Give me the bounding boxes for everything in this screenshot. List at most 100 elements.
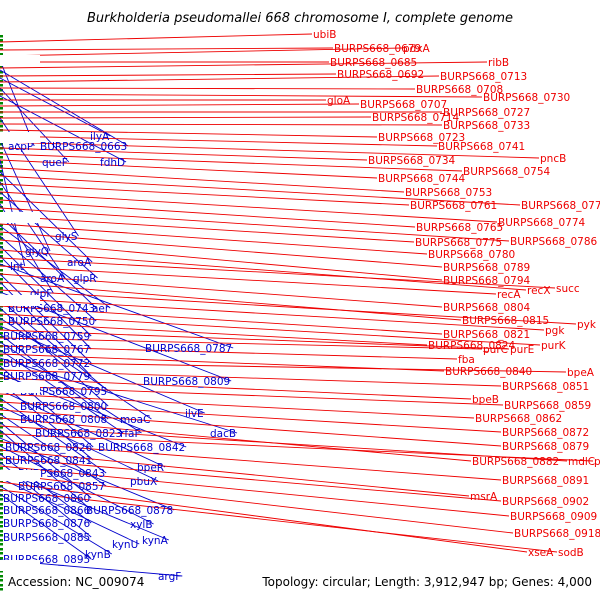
gene-label: pgk: [545, 325, 565, 337]
tick-dash: [0, 53, 3, 56]
gene-label: kynU: [112, 539, 138, 551]
tick-dash: [0, 372, 3, 375]
gene-label: BURPS668_0707: [360, 99, 447, 111]
tick-dash: [0, 260, 3, 263]
gene-label: BURPS668_0866: [3, 505, 91, 517]
tick-dash: [0, 314, 3, 317]
label-leader-line: [0, 139, 51, 252]
tick-dash: [0, 458, 3, 461]
accession-text: Accession: NC_009074: [8, 575, 144, 589]
gene-label: BURPS668_0879: [502, 441, 589, 453]
tick-dash: [0, 570, 3, 573]
gene-label: aer: [92, 303, 110, 315]
scale-tick-bg: [0, 132, 40, 143]
label-leader-line: [0, 305, 443, 335]
tick-dash: [0, 354, 3, 357]
label-leader-line: [0, 129, 378, 138]
scale-tick-bg: [0, 470, 40, 481]
tick-dash: [0, 44, 3, 47]
gene-label: BURPS668_0761: [410, 200, 497, 212]
gene-label: ilyA: [90, 131, 110, 143]
gene-label: kynB: [85, 549, 111, 561]
tick-dash: [0, 363, 3, 366]
gene-label: BURPS668_0744: [378, 173, 466, 185]
gene-label: BURPS668_0723: [378, 132, 465, 144]
scale-tick-bg: [0, 55, 40, 66]
label-leader-line: [0, 207, 510, 242]
gene-label: BURPS668_0842: [98, 442, 185, 454]
gene-label: BURPS668_0918: [514, 528, 600, 540]
gene-label: BURPS668_0862: [475, 413, 562, 425]
label-leader-line: [0, 329, 510, 350]
tick-dash: [0, 539, 3, 542]
label-leader-line: [0, 199, 416, 228]
tick-dash: [0, 426, 3, 429]
label-leader-line: [0, 69, 129, 147]
gene-label: BURPS668_0824: [428, 340, 516, 352]
gene-label: BURPS668_0754: [463, 166, 551, 178]
gene-label: BURPS668_0823: [35, 428, 122, 440]
label-leader-line: [0, 167, 405, 193]
tick-dash: [0, 584, 3, 587]
label-leader-line: [0, 249, 527, 291]
gene-label: BURPS668_0730: [483, 92, 570, 104]
gene-label: BURPS668_0727: [443, 107, 530, 119]
tick-dash: [0, 120, 3, 123]
label-leader-line: [0, 73, 337, 77]
label-leader-line: [0, 473, 514, 534]
gene-label: BURPS668_0773: [521, 200, 600, 212]
tick-dash: [0, 467, 3, 470]
label-leader-line: [0, 393, 475, 419]
label-leader-line: [0, 481, 528, 553]
label-leader-line: [0, 33, 313, 43]
tick-dash: [0, 332, 3, 335]
tick-dash: [0, 152, 3, 155]
gene-label: rfaF: [120, 428, 141, 440]
label-leader-line: [0, 485, 113, 555]
label-leader-line: [0, 325, 205, 414]
gene-label: BURPS668_0733: [443, 120, 530, 132]
label-leader-line: [0, 313, 541, 346]
label-leader-line: [0, 477, 140, 545]
gene-label: BURPS668_0891: [502, 475, 589, 487]
gene-label: glpR: [73, 273, 97, 285]
tick-dash: [0, 503, 3, 506]
label-leader-line: [0, 457, 502, 502]
gene-label: BURPS668_0882: [472, 456, 559, 468]
label-leader-line: [0, 135, 438, 147]
tick-dash: [0, 98, 3, 101]
gene-label: ribB: [488, 57, 509, 69]
label-leader-line: [0, 257, 556, 289]
label-leader-line: [0, 183, 410, 206]
tick-dash: [0, 534, 3, 537]
gene-label: bpeR: [137, 462, 164, 474]
tick-dash: [0, 71, 3, 74]
gene-label: kynA: [142, 535, 169, 547]
label-leader-line: [0, 147, 368, 161]
tick-dash: [0, 404, 3, 407]
label-leader-line: [0, 215, 415, 243]
label-leader-line: [0, 437, 175, 511]
tick-dash: [0, 35, 3, 38]
gene-label: BURPS668_0714: [372, 112, 460, 124]
label-leader-line: [0, 265, 497, 295]
label-leader-line: [0, 365, 94, 448]
label-leader-line: [0, 341, 142, 434]
label-leader-line: [0, 377, 472, 400]
tick-dash: [0, 431, 3, 434]
tick-dash: [0, 588, 3, 591]
gene-label: fba: [458, 354, 475, 366]
label-leader-line: [0, 441, 502, 481]
label-leader-line: [0, 59, 35, 147]
tick-dash: [0, 197, 3, 200]
tick-dash: [0, 395, 3, 398]
gene-label: BURPS668_0787: [145, 343, 232, 355]
gene-label: BURPS668_0786: [510, 236, 598, 248]
gene-label: BURPS668_0878: [86, 505, 173, 517]
tick-dash: [0, 210, 3, 213]
label-leader-line: [0, 385, 504, 406]
scale-tick-bg: [0, 560, 40, 571]
gene-label: BURPS668_0765: [416, 222, 503, 234]
gene-label: BURPS668_0780: [428, 249, 515, 261]
tick-dash: [0, 368, 3, 371]
